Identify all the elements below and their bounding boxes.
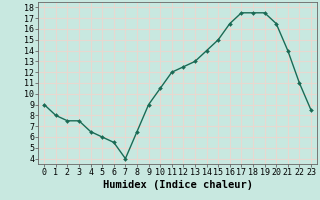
X-axis label: Humidex (Indice chaleur): Humidex (Indice chaleur) bbox=[103, 180, 252, 190]
